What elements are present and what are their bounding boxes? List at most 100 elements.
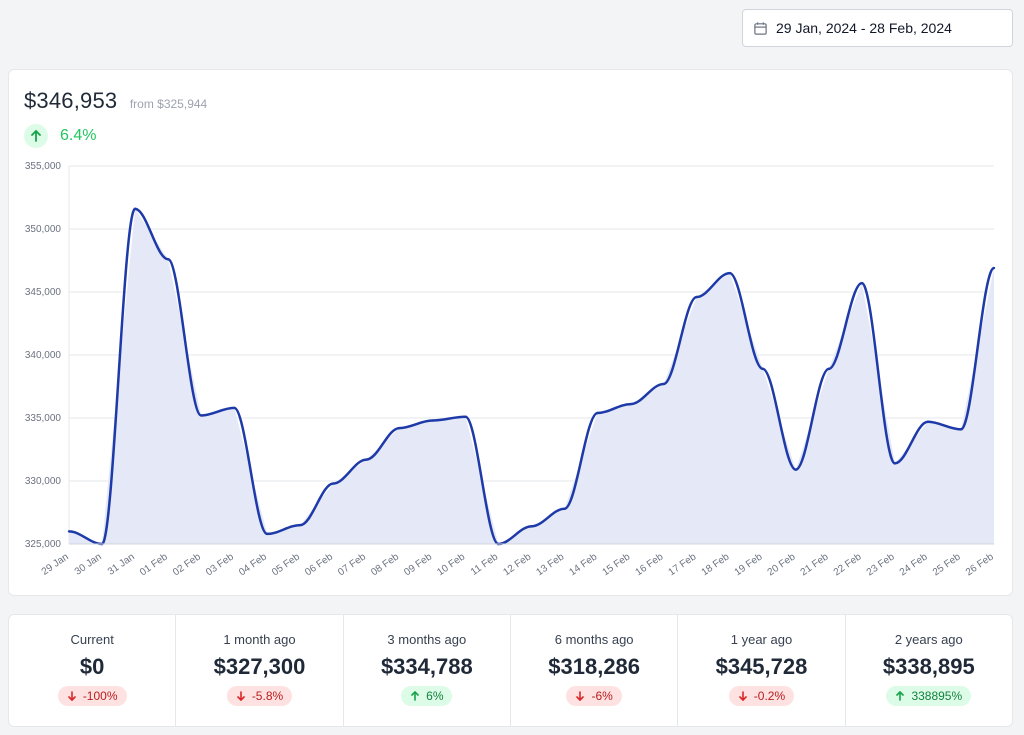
stat-change-badge: 6% [401, 686, 453, 706]
stat-value: $327,300 [213, 654, 306, 679]
arrow-down-icon [67, 691, 77, 701]
x-tick-label: 22 Feb [832, 551, 864, 578]
y-tick-label: 345,000 [25, 287, 62, 298]
stat-change-badge: -0.2% [728, 686, 795, 706]
data-point [67, 530, 71, 533]
arrow-down-icon [575, 691, 585, 701]
data-point [299, 523, 302, 527]
x-tick-label: 21 Feb [799, 551, 831, 578]
y-tick-label: 350,000 [25, 224, 62, 235]
data-point [761, 367, 764, 371]
stat-value: $345,728 [715, 654, 808, 679]
x-tick-label: 18 Feb [700, 551, 732, 578]
stat-value: $334,788 [380, 654, 473, 679]
stat-label: 6 months ago [554, 632, 634, 647]
x-tick-label: 06 Feb [303, 551, 335, 578]
stats-card: Current $0 -100% 1 month ago $327,300 -5.8% 3 … [8, 614, 1013, 727]
data-point [365, 458, 368, 461]
stat-change-text: 6% [426, 689, 444, 703]
data-point [893, 462, 897, 465]
x-tick-label: 15 Feb [601, 551, 633, 578]
x-tick-label: 11 Feb [469, 551, 501, 578]
arrow-up-icon [410, 691, 420, 701]
data-point [530, 525, 533, 528]
data-point [199, 414, 203, 417]
x-tick-label: 12 Feb [501, 551, 533, 578]
x-tick-label: 09 Feb [402, 551, 434, 578]
data-point [232, 406, 236, 410]
stat-change-badge: 338895% [886, 686, 972, 706]
stat-change-text: -6% [591, 689, 613, 703]
stat-change-badge: -100% [57, 686, 127, 706]
y-tick-label: 340,000 [25, 350, 62, 361]
x-tick-label: 05 Feb [270, 551, 302, 578]
stat-change-text: -0.2% [753, 689, 786, 703]
summary-value: $346,953 [24, 88, 118, 113]
data-point [133, 207, 137, 211]
x-tick-label: 25 Feb [931, 551, 963, 578]
stat-value: $0 [79, 654, 105, 679]
data-point [662, 382, 665, 386]
stat-cell: 1 month ago $327,300 -5.8% [176, 615, 344, 726]
stat-cell: 2 years ago $338,895 338895% [846, 615, 1012, 726]
data-point [266, 532, 269, 536]
summary-change-pct: 6.4% [60, 127, 97, 144]
data-point [464, 415, 467, 418]
arrow-up-icon [24, 124, 48, 148]
data-point [596, 411, 599, 415]
stat-label: 1 month ago [223, 632, 296, 647]
y-tick-label: 355,000 [25, 161, 62, 172]
summary-change: 6.4% [24, 124, 96, 148]
x-tick-label: 19 Feb [733, 551, 765, 578]
stat-label: 2 years ago [894, 632, 963, 647]
x-tick-label: 23 Feb [865, 551, 897, 578]
data-point [860, 281, 864, 285]
arrow-down-icon [236, 691, 246, 701]
calendar-icon [753, 21, 768, 36]
x-tick-label: 01 Feb [138, 551, 170, 578]
data-point [563, 507, 566, 510]
y-tick-label: 325,000 [25, 539, 62, 550]
y-tick-label: 335,000 [25, 413, 62, 424]
data-point [332, 482, 335, 485]
x-tick-label: 08 Feb [369, 551, 401, 578]
data-point [166, 258, 170, 261]
stat-value: $338,895 [882, 654, 975, 679]
x-tick-label: 26 Feb [964, 551, 996, 578]
data-point [398, 426, 401, 430]
x-tick-label: 07 Feb [336, 551, 368, 578]
x-tick-label: 04 Feb [237, 551, 269, 578]
stat-label: 1 year ago [730, 632, 793, 647]
date-range-label: 29 Jan, 2024 - 28 Feb, 2024 [776, 20, 952, 36]
data-point [926, 420, 930, 423]
x-tick-label: 24 Feb [898, 551, 930, 578]
data-point [695, 295, 698, 299]
chart-card: 325,000 330,000 335,000 340,000 345,000 350,0… [8, 69, 1013, 596]
summary-header: $346,953 from $325,944 [24, 88, 207, 114]
x-tick-label: 29 Jan [40, 551, 71, 577]
stat-change-text: 338895% [911, 689, 963, 703]
x-tick-label: 03 Feb [204, 551, 236, 578]
y-tick-label: 330,000 [25, 476, 62, 487]
stat-cell: Current $0 -100% [9, 615, 177, 726]
stat-change-badge: -6% [566, 686, 622, 706]
x-tick-label: 20 Feb [766, 551, 798, 578]
x-tick-label: 17 Feb [667, 551, 699, 578]
stat-label: Current [70, 632, 114, 647]
data-point [431, 419, 434, 422]
arrow-up-icon [895, 691, 905, 701]
stat-label: 3 months ago [387, 632, 467, 647]
x-tick-label: 10 Feb [435, 551, 467, 578]
data-point [794, 468, 797, 471]
x-tick-label: 30 Jan [73, 551, 104, 577]
data-point [827, 367, 831, 371]
x-tick-label: 31 Jan [106, 551, 137, 577]
stat-change-text: -100% [82, 689, 118, 703]
area-chart: 325,000 330,000 335,000 340,000 345,000 350,0… [25, 161, 996, 578]
x-tick-label: 16 Feb [634, 551, 666, 578]
date-range-picker[interactable]: 29 Jan, 2024 - 28 Feb, 2024 [742, 9, 1013, 47]
x-tick-label: 14 Feb [567, 551, 599, 578]
x-tick-label: 02 Feb [171, 551, 203, 578]
stat-value: $318,286 [548, 654, 641, 679]
data-point [992, 266, 996, 270]
